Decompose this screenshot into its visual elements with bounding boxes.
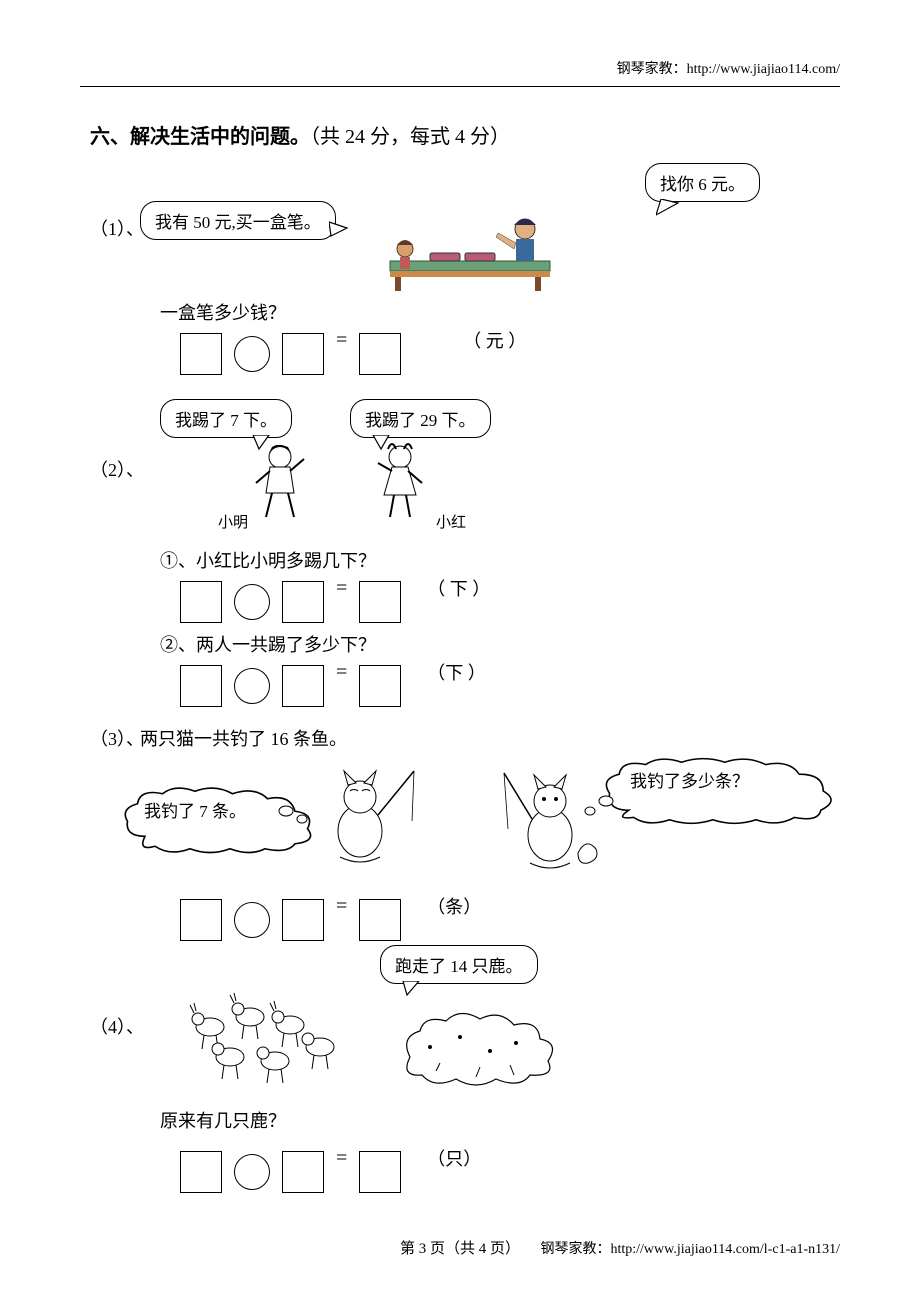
equals-sign: = — [336, 661, 347, 684]
q2-sub1: ①、小红比小明多踢几下？ — [160, 547, 830, 573]
bubble-tail-icon — [329, 220, 349, 238]
answer-box[interactable] — [180, 665, 222, 707]
q4-unit: （只） — [427, 1145, 481, 1171]
q2-sub2-text: 两人一共踢了多少下？ — [196, 635, 376, 655]
cloud-tail-icon — [278, 803, 318, 827]
q4-bubble-text: 跑走了 14 只鹿。 — [395, 957, 523, 976]
bubble-tail-icon — [656, 199, 686, 217]
cat-fishing-icon — [500, 765, 610, 875]
operator-circle[interactable] — [234, 336, 270, 372]
cloud-tail-icon — [580, 795, 616, 819]
answer-box[interactable] — [180, 333, 222, 375]
q4-bubble: 跑走了 14 只鹿。 — [380, 945, 538, 984]
q3-cat-left — [320, 761, 420, 876]
footer-link: 钢琴家教：http://www.jiajiao114.com/l-c1-a1-n… — [540, 1238, 840, 1258]
q4-equation: = （只） — [180, 1151, 830, 1193]
q1-unit: （ 元 ） — [463, 327, 526, 353]
answer-box[interactable] — [282, 581, 324, 623]
question-1: （1）、 找你 6 元。 我有 50 元,买一盒笔。 — [90, 163, 830, 375]
section-title-bold: 六、解决生活中的问题。 — [90, 126, 310, 148]
q2-bubble-ming-text: 我踢了 7 下。 — [175, 411, 277, 430]
equals-sign: = — [336, 577, 347, 600]
dust-rocks-icon — [390, 987, 570, 1097]
q2-sub1-equation: = （ 下 ） — [180, 581, 830, 623]
q3-cloud-right: 我钓了多少条？ — [600, 751, 840, 831]
q1-bubble-right: 找你 6 元。 — [645, 163, 760, 202]
q3-cat-right — [500, 765, 610, 880]
q2-sub1-unit: （ 下 ） — [427, 575, 490, 601]
answer-box[interactable] — [359, 1151, 401, 1193]
q3-intro: 两只猫一共钓了 16 条鱼。 — [140, 725, 347, 751]
content: 六、解决生活中的问题。（共 24 分，每式 4 分） （1）、 找你 6 元。 … — [90, 120, 830, 1193]
boy-icon — [250, 439, 310, 529]
answer-box[interactable] — [180, 581, 222, 623]
header-link: 钢琴家教：http://www.jiajiao114.com/ — [617, 58, 840, 78]
question-2: （2）、 我踢了 7 下。 我踢了 29 下。 — [90, 399, 830, 707]
answer-box[interactable] — [359, 899, 401, 941]
q2-sub2: ②、两人一共踢了多少下？ — [160, 631, 830, 657]
answer-box[interactable] — [180, 899, 222, 941]
shop-scene-icon — [380, 211, 560, 291]
q2-sub2-unit: （下 ） — [427, 659, 486, 685]
equals-sign: = — [336, 1147, 347, 1170]
q3-cloud-right-text: 我钓了多少条？ — [630, 767, 749, 792]
answer-box[interactable] — [282, 1151, 324, 1193]
equals-sign: = — [336, 895, 347, 918]
question-3: （3）、 两只猫一共钓了 16 条鱼。 我钓了 7 条。 — [90, 725, 830, 941]
girl-icon — [370, 439, 430, 529]
answer-box[interactable] — [282, 333, 324, 375]
q2-sub2-equation: = （下 ） — [180, 665, 830, 707]
answer-box[interactable] — [282, 899, 324, 941]
q3-equation: = （条） — [180, 899, 830, 941]
answer-box[interactable] — [359, 665, 401, 707]
q2-child-ming — [250, 439, 310, 534]
q2-bubble-hong: 我踢了 29 下。 — [350, 399, 491, 438]
q3-cloud-left-text: 我钓了 7 条。 — [144, 797, 246, 822]
q3-unit: （条） — [427, 893, 481, 919]
answer-box[interactable] — [359, 333, 401, 375]
q3-number: （3）、 — [90, 725, 140, 751]
equals-sign: = — [336, 329, 347, 352]
q2-child-hong — [370, 439, 430, 534]
q2-sub1-text: 小红比小明多踢几下？ — [196, 551, 376, 571]
q1-illustration — [380, 211, 560, 296]
q4-dust — [390, 987, 570, 1102]
q2-bubble-ming: 我踢了 7 下。 — [160, 399, 292, 438]
q1-number: （1）、 — [90, 215, 140, 241]
q1-bubble-left-text: 我有 50 元,买一盒笔。 — [155, 213, 321, 232]
q2-sub2-num: ②、 — [160, 635, 196, 655]
q1-bubble-left: 我有 50 元,买一盒笔。 — [140, 201, 336, 240]
q1-question-text: 一盒笔多少钱？ — [160, 299, 830, 325]
operator-circle[interactable] — [234, 668, 270, 704]
q2-number: （2）、 — [90, 456, 140, 482]
q4-deer-group — [180, 977, 350, 1102]
q2-sub1-num: ①、 — [160, 551, 196, 571]
operator-circle[interactable] — [234, 902, 270, 938]
section-title-light: （共 24 分，每式 4 分） — [310, 126, 510, 148]
q2-label-hong: 小红 — [436, 511, 466, 532]
question-4: （4）、 跑走了 14 只鹿。 — [90, 951, 830, 1193]
answer-box[interactable] — [282, 665, 324, 707]
answer-box[interactable] — [359, 581, 401, 623]
cat-fishing-icon — [320, 761, 420, 871]
answer-box[interactable] — [180, 1151, 222, 1193]
page: 钢琴家教：http://www.jiajiao114.com/ 六、解决生活中的… — [0, 0, 920, 1302]
q2-label-ming: 小明 — [218, 511, 248, 532]
q4-number: （4）、 — [90, 1013, 140, 1039]
operator-circle[interactable] — [234, 1154, 270, 1190]
deer-group-icon — [180, 977, 350, 1097]
q1-equation: = （ 元 ） — [180, 333, 830, 375]
q4-question-text: 原来有几只鹿？ — [160, 1107, 830, 1133]
operator-circle[interactable] — [234, 584, 270, 620]
q2-bubble-hong-text: 我踢了 29 下。 — [365, 411, 476, 430]
q1-bubble-right-text: 找你 6 元。 — [660, 175, 745, 194]
section-title: 六、解决生活中的问题。（共 24 分，每式 4 分） — [90, 120, 830, 149]
top-rule — [80, 86, 840, 87]
